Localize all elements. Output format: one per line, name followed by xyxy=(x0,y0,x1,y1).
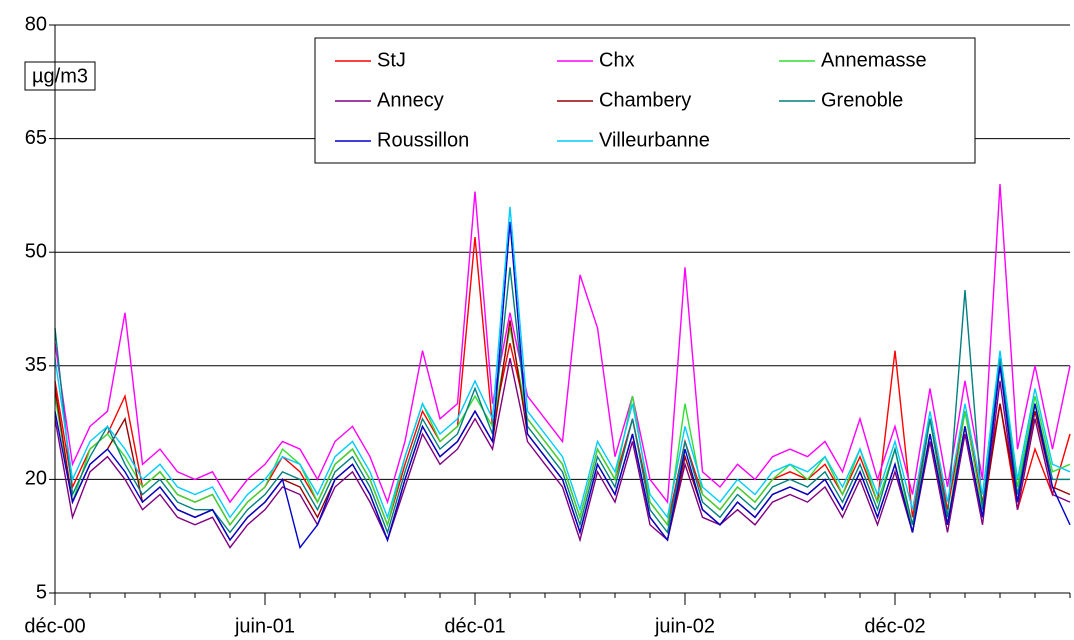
y-tick-label: 20 xyxy=(25,468,47,490)
y-tick-label: 80 xyxy=(25,13,47,35)
x-tick-label: juin-02 xyxy=(654,615,715,637)
legend-box xyxy=(314,37,976,164)
unit-label: µg/m3 xyxy=(32,65,88,87)
x-tick-label: juin-01 xyxy=(234,615,295,637)
series-line xyxy=(54,183,1071,505)
legend-label: Roussillon xyxy=(377,129,469,151)
series-line xyxy=(54,267,1070,535)
legend-label: Annecy xyxy=(377,89,444,111)
series-line xyxy=(54,358,1071,549)
legend-label: Annemasse xyxy=(821,49,927,71)
x-tick-label: déc-02 xyxy=(864,615,925,637)
legend-label: Chx xyxy=(599,49,635,71)
series-line xyxy=(54,206,1071,520)
legend-label: Grenoble xyxy=(821,89,903,111)
unit-box xyxy=(24,61,96,91)
legend-label: StJ xyxy=(377,49,406,71)
x-tick-label: déc-00 xyxy=(24,615,85,637)
legend-label: Villeurbanne xyxy=(599,129,710,151)
x-tick-label: déc-01 xyxy=(444,615,505,637)
y-tick-label: 5 xyxy=(36,581,47,603)
y-tick-label: 35 xyxy=(25,354,47,376)
legend-label: Chambery xyxy=(599,89,691,111)
y-tick-label: 65 xyxy=(25,127,47,149)
y-tick-label: 50 xyxy=(25,240,47,262)
series-line xyxy=(54,221,1071,550)
